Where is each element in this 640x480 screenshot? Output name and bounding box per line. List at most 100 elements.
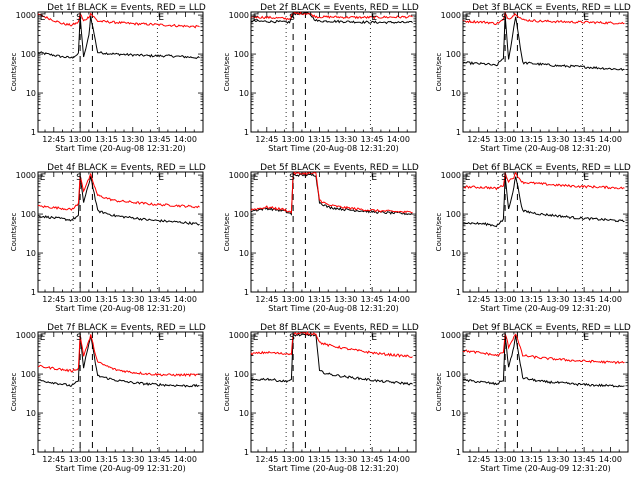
plot-frame xyxy=(250,11,417,133)
x-tick-label: 13:15 xyxy=(308,135,331,144)
x-tick-label: 12:45 xyxy=(255,295,278,304)
event-marker-label: S xyxy=(76,333,82,343)
event-marker-label: S xyxy=(76,173,82,183)
event-marker-label: S xyxy=(501,173,507,183)
x-tick-label: 13:15 xyxy=(95,135,118,144)
event-marker-label: E xyxy=(253,173,259,183)
x-tick-label: 12:45 xyxy=(255,135,278,144)
y-tick-label: 10 xyxy=(239,409,249,418)
x-tick-label: 13:30 xyxy=(334,135,357,144)
event-marker-label: E xyxy=(583,13,589,23)
y-tick-label: 1 xyxy=(244,128,249,137)
plot-frame xyxy=(250,331,417,453)
panel-title: Det 8f BLACK = Events, RED = LLD xyxy=(260,323,419,333)
panel-title: Det 1f BLACK = Events, RED = LLD xyxy=(47,3,206,13)
events-series-line xyxy=(462,335,625,388)
x-tick-label: 14:00 xyxy=(387,135,410,144)
y-tick-label: 100 xyxy=(234,370,249,379)
event-marker-label: S xyxy=(76,13,82,23)
events-series-line xyxy=(463,176,625,228)
x-tick-label: 13:30 xyxy=(334,295,357,304)
x-tick-label: 13:15 xyxy=(520,455,543,464)
event-marker-label: S xyxy=(289,333,295,343)
events-series-line xyxy=(37,15,200,60)
event-marker-label: E xyxy=(158,13,164,23)
y-tick-label: 1000 xyxy=(441,331,461,340)
y-tick-label: 100 xyxy=(21,50,36,59)
x-axis-label: Start Time (20-Aug-08 12:31:20) xyxy=(268,464,399,473)
lld-series-line xyxy=(462,11,625,26)
lld-series-line xyxy=(462,171,625,191)
x-tick-label: 13:45 xyxy=(148,455,171,464)
x-tick-label: 12:45 xyxy=(255,455,278,464)
x-tick-label: 14:00 xyxy=(599,135,622,144)
lld-series-line xyxy=(250,11,413,21)
x-tick-label: 12:45 xyxy=(42,295,65,304)
x-axis-label: Start Time (20-Aug-09 12:31:20) xyxy=(480,464,611,473)
lld-series-line xyxy=(462,333,625,365)
lld-series-line xyxy=(250,331,413,359)
event-marker-label: E xyxy=(40,13,46,23)
x-tick-label: 12:45 xyxy=(42,455,65,464)
x-axis-label: Start Time (20-Aug-08 12:31:20) xyxy=(268,304,399,313)
event-marker-label: E xyxy=(253,333,259,343)
x-tick-label: 13:45 xyxy=(361,295,384,304)
event-marker-label: E xyxy=(583,333,589,343)
plot-frame xyxy=(250,171,417,293)
x-tick-label: 13:30 xyxy=(121,135,144,144)
x-tick-label: 13:00 xyxy=(494,135,517,144)
x-tick-label: 13:45 xyxy=(573,135,596,144)
event-marker-label: E xyxy=(465,333,471,343)
y-axis-label: Counts/sec xyxy=(435,373,443,412)
lld-series-line xyxy=(37,11,200,29)
lld-series-line xyxy=(250,171,413,214)
x-tick-label: 13:45 xyxy=(573,455,596,464)
y-tick-label: 100 xyxy=(234,50,249,59)
y-axis-label: Counts/sec xyxy=(223,53,231,92)
y-tick-label: 1000 xyxy=(16,331,36,340)
panel-title: Det 4f BLACK = Events, RED = LLD xyxy=(47,163,206,173)
x-tick-label: 13:45 xyxy=(573,295,596,304)
plot-frame xyxy=(37,331,204,453)
panel-title: Det 9f BLACK = Events, RED = LLD xyxy=(472,323,631,333)
y-tick-label: 10 xyxy=(451,89,461,98)
events-series-line xyxy=(250,173,413,216)
x-axis-label: Start Time (20-Aug-09 12:31:20) xyxy=(55,464,186,473)
event-marker-label: E xyxy=(465,173,471,183)
x-tick-label: 14:00 xyxy=(174,295,197,304)
x-tick-label: 14:00 xyxy=(387,295,410,304)
x-tick-label: 13:30 xyxy=(546,455,569,464)
event-marker-label: S xyxy=(289,173,295,183)
x-tick-label: 13:00 xyxy=(494,295,517,304)
x-tick-label: 13:00 xyxy=(282,135,305,144)
lld-series-line xyxy=(37,334,200,378)
y-tick-label: 10 xyxy=(26,89,36,98)
y-tick-label: 1000 xyxy=(441,171,461,180)
x-tick-label: 13:15 xyxy=(95,455,118,464)
panel-title: Det 6f BLACK = Events, RED = LLD xyxy=(472,163,631,173)
plot-frame xyxy=(462,331,629,453)
plot-frame xyxy=(462,11,629,133)
x-axis-label: Start Time (20-Aug-08 12:31:20) xyxy=(55,144,186,153)
event-marker-label: S xyxy=(289,13,295,23)
y-tick-label: 1000 xyxy=(229,331,249,340)
x-tick-label: 14:00 xyxy=(599,455,622,464)
x-tick-label: 13:45 xyxy=(361,455,384,464)
panel-title: Det 5f BLACK = Events, RED = LLD xyxy=(260,163,419,173)
x-tick-label: 13:45 xyxy=(361,135,384,144)
y-tick-label: 1000 xyxy=(16,171,36,180)
x-tick-label: 13:45 xyxy=(148,295,171,304)
y-tick-label: 1000 xyxy=(229,171,249,180)
y-tick-label: 10 xyxy=(239,249,249,258)
y-tick-label: 10 xyxy=(26,249,36,258)
event-marker-label: E xyxy=(40,333,46,343)
y-tick-label: 1000 xyxy=(441,11,461,20)
x-axis-label: Start Time (20-Aug-08 12:31:20) xyxy=(268,144,399,153)
x-tick-label: 13:15 xyxy=(520,295,543,304)
y-axis-label: Counts/sec xyxy=(10,213,18,252)
y-tick-label: 1 xyxy=(456,288,461,297)
